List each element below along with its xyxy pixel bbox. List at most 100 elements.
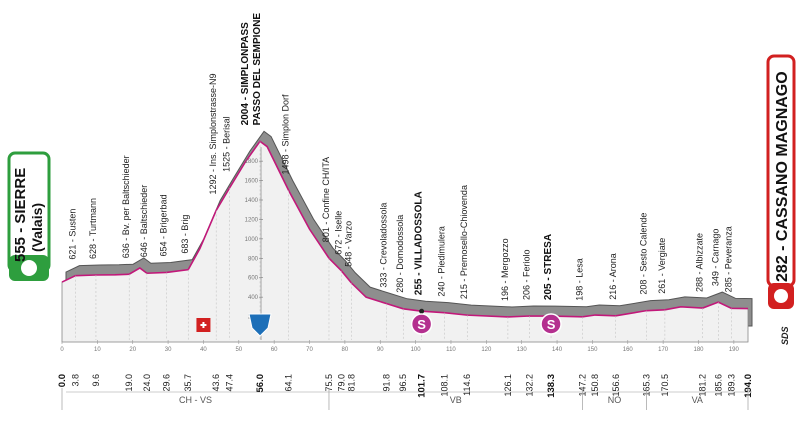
waypoint-label: 288 - Albizzate	[695, 233, 705, 292]
y-tick-label: 1600	[245, 179, 259, 185]
km-label: 9.6	[91, 374, 101, 387]
km-label: 29.6	[162, 374, 172, 392]
km-label: 79.0	[336, 374, 346, 392]
waypoint-label: 1292 - Ins. Simplonstrasse-N9	[208, 73, 218, 194]
x-tick-label: 190	[729, 347, 740, 353]
km-label: 0.0	[57, 374, 68, 387]
km-label: 132.2	[524, 374, 534, 397]
waypoint-label: 621 - Susten	[67, 209, 77, 260]
y-tick-label: 1000	[245, 237, 259, 243]
waypoint-label: 285 - Peveranza	[723, 226, 733, 292]
finish-label: 282 - CASSANO MAGNAGO	[774, 71, 791, 282]
waypoint-label: 261 - Vergiate	[657, 238, 667, 294]
x-tick-label: 130	[517, 347, 528, 353]
waypoint-label: 198 - Lesa	[575, 258, 585, 301]
region-label: NO	[608, 395, 622, 405]
km-label: 64.1	[284, 374, 294, 392]
waypoint-label: 216 - Arona	[608, 253, 618, 300]
km-label: 138.3	[546, 374, 557, 398]
y-tick-label: 1400	[245, 198, 259, 204]
x-tick-label: 100	[411, 347, 422, 353]
region-label: CH - VS	[179, 395, 212, 405]
waypoint-label: 240 - Piedimulera	[436, 226, 446, 297]
y-tick-label: 1200	[245, 217, 259, 223]
start-icon	[21, 260, 37, 276]
brand: SDS	[780, 326, 790, 345]
km-label: 170.5	[660, 374, 670, 397]
waypoint-label: 255 - VILLADOSSOLA	[414, 191, 425, 295]
x-tick-label: 170	[658, 347, 669, 353]
y-tick-label: 400	[248, 295, 259, 301]
waypoint-label: 654 - Brigerbad	[159, 194, 169, 256]
km-label: 81.8	[346, 374, 356, 392]
sprint-symbol: S	[417, 317, 426, 332]
kom-marker	[248, 313, 272, 337]
x-tick-label: 70	[306, 347, 313, 353]
km-label: 185.6	[713, 374, 723, 397]
start-label: 555 - SIERRE	[12, 168, 29, 262]
x-tick-label: 90	[377, 347, 384, 353]
x-tick-label: 140	[552, 347, 563, 353]
x-tick-label: 150	[587, 347, 598, 353]
km-label: 56.0	[255, 374, 266, 393]
waypoint-label: 801 - Confine CH/ITA	[321, 157, 331, 242]
x-tick-label: 20	[129, 347, 136, 353]
waypoint-label: PASSO DEL SEMPIONE	[252, 13, 263, 126]
waypoint-label: 196 - Mergozzo	[500, 238, 510, 301]
waypoint-label: 646 - Baltschieder	[139, 185, 149, 258]
x-tick-label: 120	[481, 347, 492, 353]
x-tick-label: 30	[165, 347, 172, 353]
x-tick-label: 160	[623, 347, 634, 353]
km-label: 43.6	[211, 374, 221, 392]
finish-icon	[774, 289, 788, 303]
waypoint-label: 333 - Crevoladossola	[379, 203, 389, 288]
sprint-marker	[410, 313, 433, 335]
km-label: 114.6	[462, 374, 472, 396]
km-label: 47.4	[225, 374, 235, 392]
km-label: 101.7	[417, 374, 428, 398]
x-tick-label: 40	[200, 347, 207, 353]
waypoint-label: 208 - Sesto Calende	[639, 213, 649, 295]
y-tick-label: 800	[248, 256, 259, 262]
waypoint-label: 280 - Domodossola	[395, 215, 405, 293]
km-label: 126.1	[503, 374, 513, 397]
region-label: VB	[450, 395, 462, 405]
x-tick-label: 110	[446, 347, 456, 353]
km-label: 156.6	[611, 374, 621, 397]
y-tick-label: 600	[248, 276, 259, 282]
km-label: 91.8	[382, 374, 392, 392]
sprint-symbol: S	[547, 317, 556, 332]
region-label: VA	[692, 395, 703, 405]
waypoint-label: 1498 - Simplon Dorf	[281, 94, 291, 175]
start-sublabel: (Valais)	[29, 203, 45, 252]
x-tick-label: 60	[271, 347, 278, 353]
aid-cross	[200, 322, 207, 328]
waypoint-label: 636 - Bv. per Baltschieder	[121, 155, 131, 258]
waypoint-label: 672 - Iselle	[333, 211, 343, 255]
km-label: 3.8	[70, 374, 80, 387]
km-label: 189.3	[726, 374, 736, 397]
km-label: 19.0	[124, 374, 134, 392]
km-label: 24.0	[142, 374, 152, 392]
x-tick-label: 80	[342, 347, 349, 353]
waypoint-label: 628 - Turtmann	[88, 198, 98, 259]
y-tick-label: 1800	[245, 159, 259, 165]
x-tick-label: 50	[235, 347, 242, 353]
waypoint-label: 683 - Brig	[180, 215, 190, 254]
waypoint-label: 548 - Varzo	[343, 221, 353, 267]
x-tick-label: 180	[693, 347, 704, 353]
km-label: 147.2	[578, 374, 588, 397]
waypoint-label: 349 - Carnago	[710, 229, 720, 287]
x-tick-label: 0	[60, 347, 64, 353]
sprint-marker	[540, 313, 562, 335]
waypoint-label: 2004 - SIMPLONPASS	[240, 22, 251, 126]
km-label: 75.5	[324, 374, 334, 392]
waypoint-label: 206 - Feriolo	[521, 249, 531, 300]
waypoint-label: 205 - STRESA	[543, 234, 554, 300]
waypoint-label: 215 - Premosello-Chiovenda	[459, 185, 469, 299]
km-label: 96.5	[398, 374, 408, 392]
sprint-dot	[419, 308, 425, 314]
waypoint-label: 1525 - Berisal	[222, 116, 232, 172]
